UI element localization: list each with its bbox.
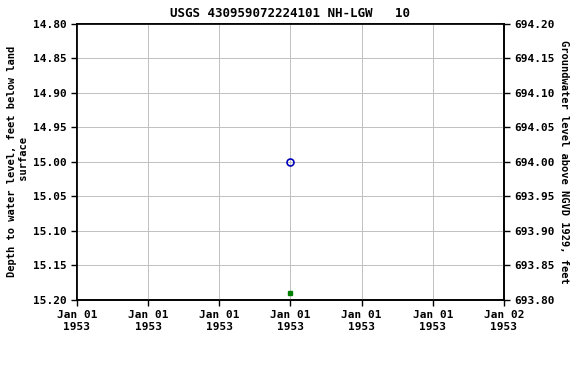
Y-axis label: Depth to water level, feet below land
 surface: Depth to water level, feet below land su… [7, 46, 29, 277]
Y-axis label: Groundwater level above NGVD 1929, feet: Groundwater level above NGVD 1929, feet [559, 40, 569, 283]
Title: USGS 430959072224101 NH-LGW   10: USGS 430959072224101 NH-LGW 10 [170, 7, 411, 20]
